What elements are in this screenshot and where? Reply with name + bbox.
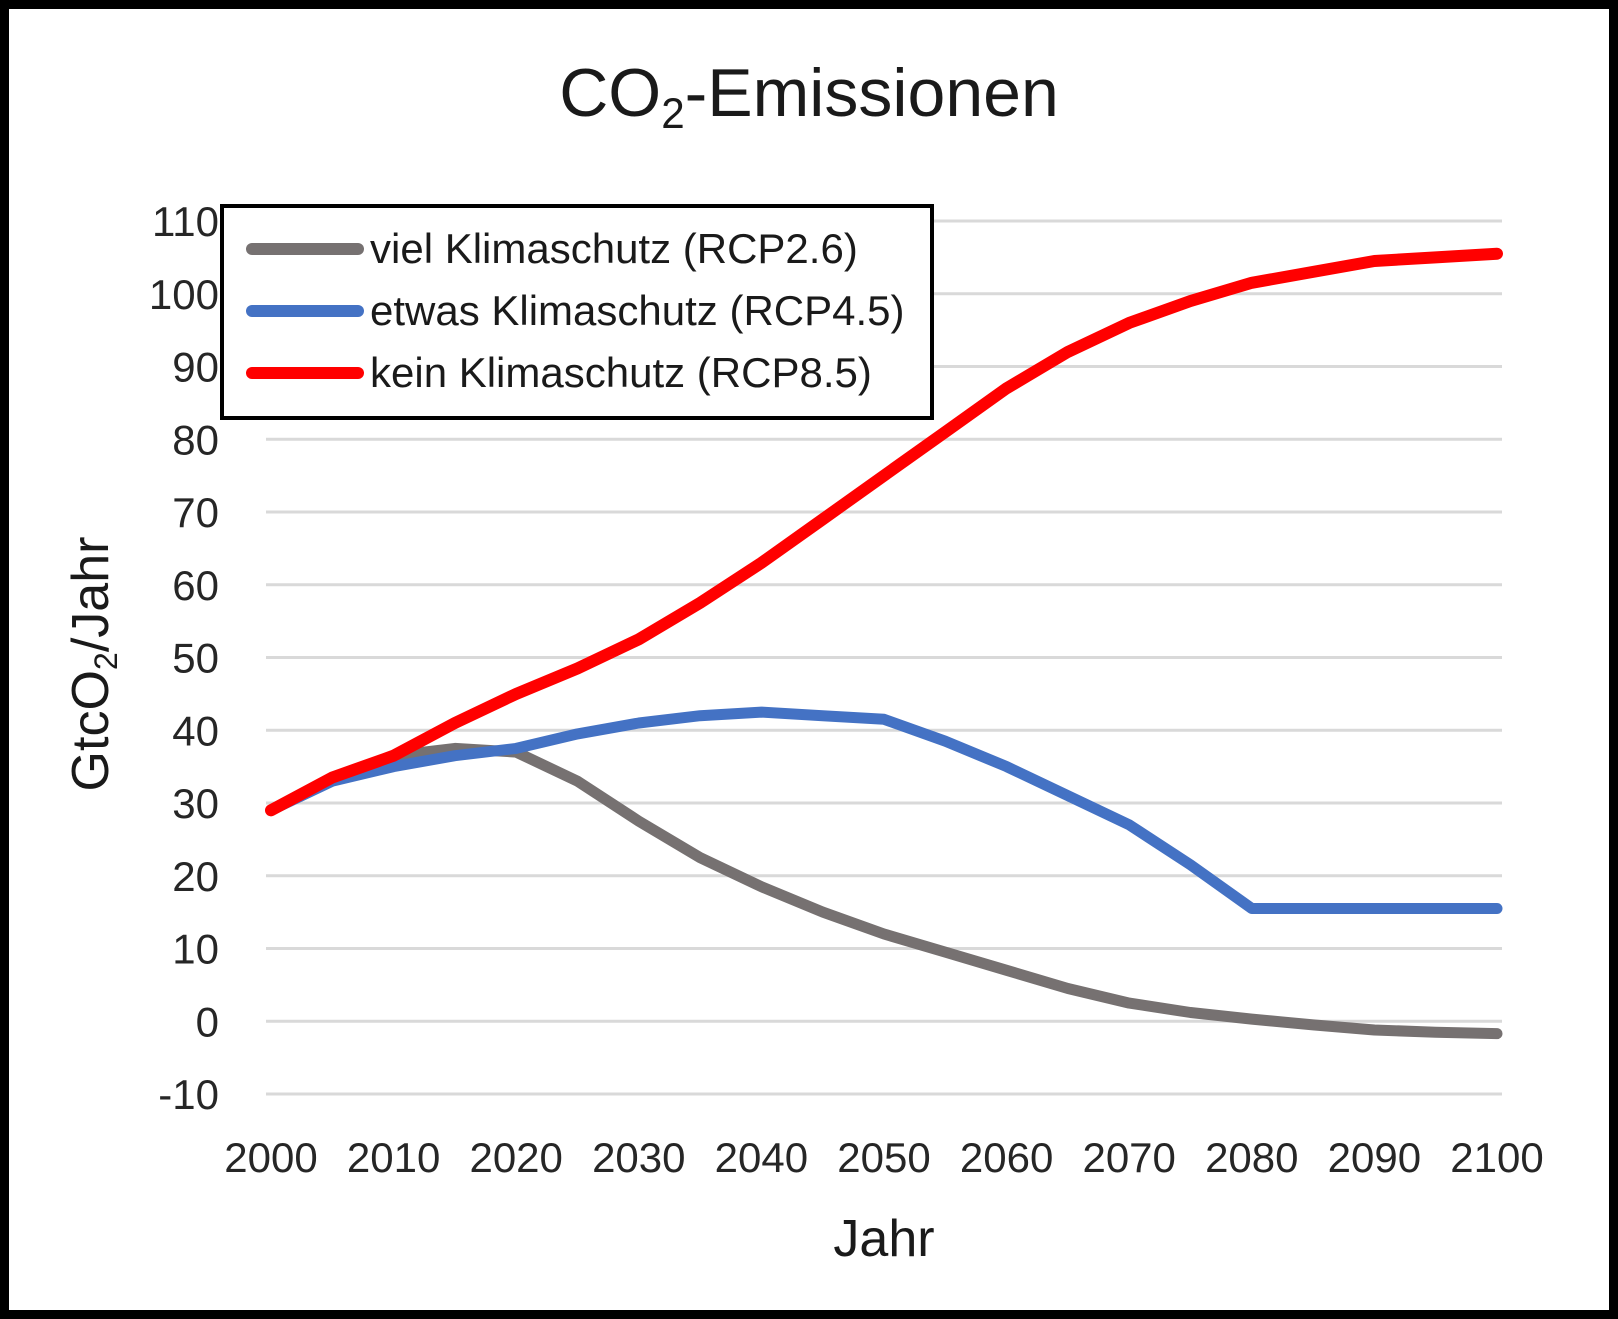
legend-item: kein Klimaschutz (RCP8.5) bbox=[246, 342, 930, 404]
x-tick-label: 2000 bbox=[224, 1134, 317, 1181]
series-line-1 bbox=[265, 742, 1503, 1040]
y-tick-label: 110 bbox=[152, 198, 219, 245]
legend-label: viel Klimaschutz (RCP2.6) bbox=[370, 225, 858, 272]
y-tick-label: 70 bbox=[172, 489, 219, 536]
chart-title: CO2-Emissionen bbox=[9, 59, 1609, 135]
legend-line-swatch bbox=[246, 367, 364, 379]
y-tick-label: 100 bbox=[149, 271, 219, 318]
y-tick-label: 10 bbox=[172, 926, 219, 973]
y-axis-title: GtcO2/Jahr bbox=[57, 364, 125, 964]
series-line-2 bbox=[265, 706, 1503, 914]
x-axis-title: Jahr bbox=[833, 1210, 935, 1268]
series-line-3 bbox=[265, 247, 1503, 817]
x-tick-label: 2050 bbox=[837, 1134, 930, 1181]
x-tick-label: 2020 bbox=[469, 1134, 562, 1181]
chart-title-prefix: CO bbox=[559, 55, 662, 131]
y-axis-title-prefix: GtcO bbox=[62, 670, 120, 792]
y-axis-title-subscript: 2 bbox=[88, 652, 125, 671]
y-tick-label: 80 bbox=[172, 416, 219, 463]
chart-title-suffix: -Emissionen bbox=[684, 55, 1059, 131]
x-tick-label: 2030 bbox=[592, 1134, 685, 1181]
y-tick-label: 0 bbox=[196, 998, 219, 1045]
x-tick-label: 2100 bbox=[1450, 1134, 1543, 1181]
y-tick-label: 50 bbox=[172, 635, 219, 682]
y-tick-label: 30 bbox=[172, 780, 219, 827]
legend-item: viel Klimaschutz (RCP2.6) bbox=[246, 218, 930, 280]
y-tick-label: -10 bbox=[158, 1071, 219, 1118]
legend-item: etwas Klimaschutz (RCP4.5) bbox=[246, 280, 930, 342]
y-tick-label: 90 bbox=[172, 344, 219, 391]
y-axis-title-suffix: /Jahr bbox=[62, 536, 120, 653]
legend-line-swatch bbox=[246, 305, 364, 317]
x-tick-label: 2040 bbox=[715, 1134, 808, 1181]
x-tick-label: 2090 bbox=[1328, 1134, 1421, 1181]
legend-line-swatch bbox=[246, 243, 364, 255]
legend-label: etwas Klimaschutz (RCP4.5) bbox=[370, 287, 905, 334]
y-tick-label: 60 bbox=[172, 562, 219, 609]
x-tick-label: 2070 bbox=[1082, 1134, 1175, 1181]
legend-label: kein Klimaschutz (RCP8.5) bbox=[370, 349, 872, 396]
y-tick-label: 40 bbox=[172, 707, 219, 754]
legend-box: viel Klimaschutz (RCP2.6) etwas Klimaschu… bbox=[220, 204, 934, 420]
x-tick-label: 2060 bbox=[960, 1134, 1053, 1181]
chart-title-subscript: 2 bbox=[661, 89, 685, 137]
y-tick-label: 20 bbox=[172, 853, 219, 900]
x-tick-label: 2010 bbox=[347, 1134, 440, 1181]
x-tick-label: 2080 bbox=[1205, 1134, 1298, 1181]
